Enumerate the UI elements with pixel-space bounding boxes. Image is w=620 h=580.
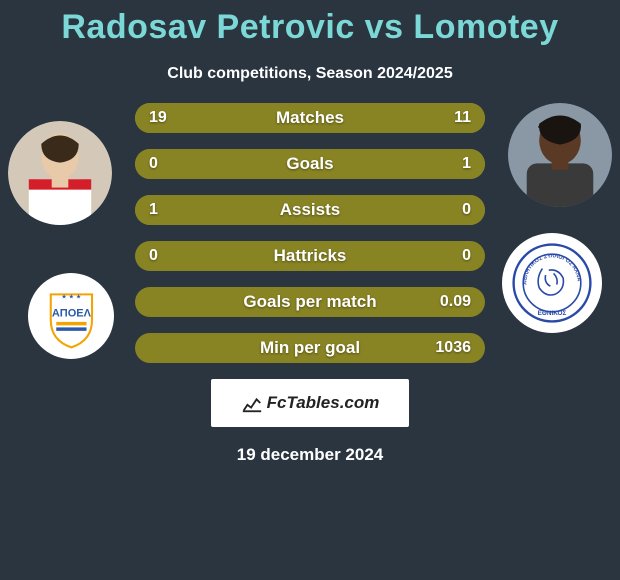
svg-text:★ ★ ★: ★ ★ ★ — [61, 293, 81, 300]
stat-label: Goals per match — [135, 292, 485, 312]
branding-text: FcTables.com — [267, 393, 380, 413]
player-left-photo — [8, 121, 112, 225]
player-right-photo — [508, 103, 612, 207]
stat-row: 01Goals — [135, 149, 485, 179]
stat-row: 00Hattricks — [135, 241, 485, 271]
branding-badge: FcTables.com — [211, 379, 409, 427]
subtitle: Club competitions, Season 2024/2025 — [0, 65, 620, 83]
stat-label: Assists — [135, 200, 485, 220]
stat-label: Hattricks — [135, 246, 485, 266]
comparison-panel: ★ ★ ★ ΑΠΟΕΛ ΑΘΛΗΤΙΚΟΣ ΣΥΛΛΟΓΟΣ ΑΧΝΑΣ ΕΘΝ… — [0, 103, 620, 363]
stat-row: 1911Matches — [135, 103, 485, 133]
svg-text:ΕΘΝΙΚΟΣ: ΕΘΝΙΚΟΣ — [538, 310, 567, 317]
date-text: 19 december 2024 — [0, 445, 620, 465]
stat-row: 0.09Goals per match — [135, 287, 485, 317]
chart-icon — [241, 392, 263, 414]
page-title: Radosav Petrovic vs Lomotey — [0, 0, 620, 47]
club-left-logo: ★ ★ ★ ΑΠΟΕΛ — [28, 273, 114, 359]
stat-label: Matches — [135, 108, 485, 128]
club-right-logo: ΑΘΛΗΤΙΚΟΣ ΣΥΛΛΟΓΟΣ ΑΧΝΑΣ ΕΘΝΙΚΟΣ — [502, 233, 602, 333]
stats-list: 1911Matches 01Goals 10Assists 00Hattricks 0.… — [135, 103, 485, 363]
stat-label: Goals — [135, 154, 485, 174]
svg-text:ΑΠΟΕΛ: ΑΠΟΕΛ — [51, 307, 91, 319]
stat-row: 1036Min per goal — [135, 333, 485, 363]
stat-label: Min per goal — [135, 338, 485, 358]
stat-row: 10Assists — [135, 195, 485, 225]
